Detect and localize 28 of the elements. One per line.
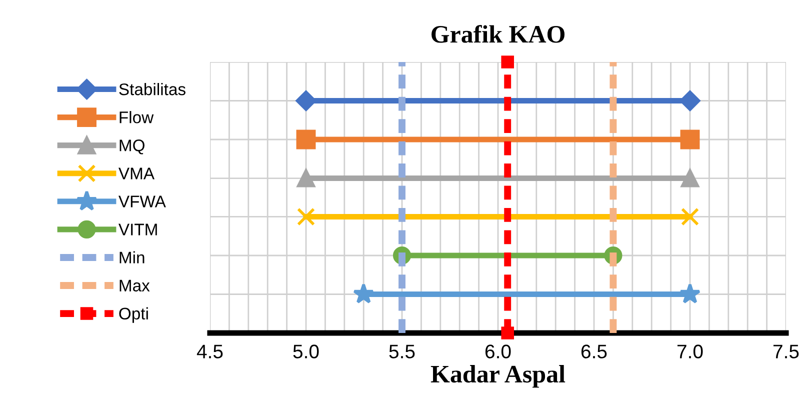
legend-label: Opti	[119, 307, 148, 323]
legend-label: Min	[120, 251, 144, 264]
point	[501, 56, 514, 68]
x-axis-title: Kadar Aspal	[430, 365, 566, 388]
point	[352, 283, 374, 304]
legend-label: MQ	[120, 140, 144, 154]
x-tick-label: 6.5	[581, 344, 607, 358]
x-tick-label: 6.0	[485, 344, 511, 358]
point	[501, 326, 514, 340]
x-tick-label: 5.5	[389, 344, 415, 358]
legend-label: Flow	[120, 111, 154, 124]
legend-label: VMA	[118, 168, 155, 180]
point	[680, 130, 700, 150]
point	[679, 283, 701, 304]
point	[680, 208, 700, 226]
x-tick-label: 4.5	[196, 344, 223, 358]
point	[296, 130, 316, 150]
legend-label: Max	[120, 280, 150, 292]
point	[296, 169, 316, 188]
legend-label: VFWA	[118, 196, 166, 208]
chart-title: Grafik KAO	[432, 24, 564, 43]
point	[680, 169, 700, 188]
legend-label: Stabilitas	[119, 83, 186, 96]
x-tick-label: 5.0	[293, 344, 319, 358]
x-tick-label: 7.5	[773, 344, 799, 358]
x-tick-label: 7.0	[677, 344, 703, 358]
point	[296, 208, 316, 226]
legend-label: VITM	[118, 224, 157, 236]
